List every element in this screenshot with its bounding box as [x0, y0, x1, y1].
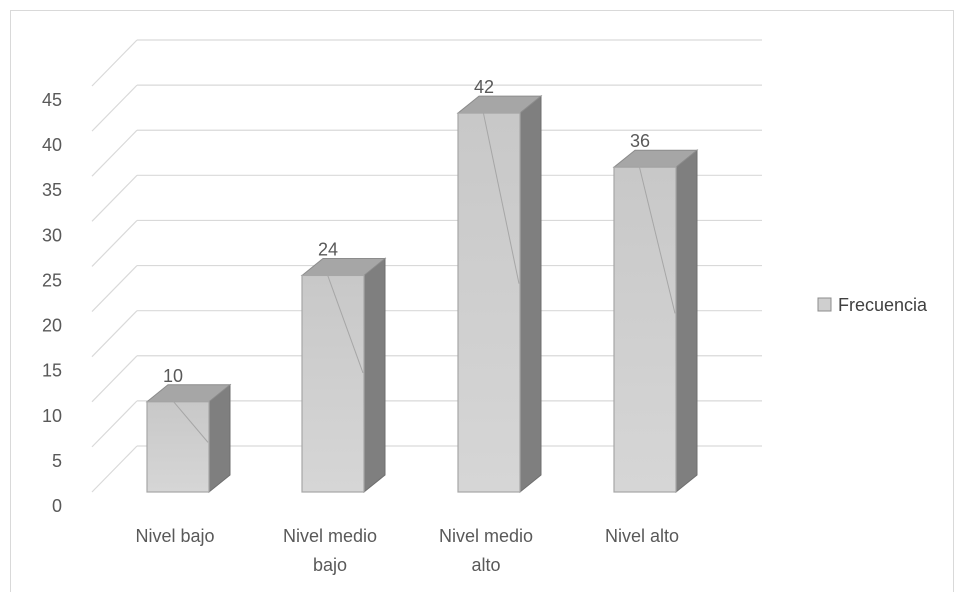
gridline-diagonal — [91, 174, 138, 222]
x-category-label: Nivel medio — [283, 526, 377, 546]
chart-frame — [10, 10, 954, 592]
bar-front — [457, 112, 521, 493]
y-tick-label: 5 — [52, 451, 62, 471]
data-label-leader — [326, 273, 364, 374]
y-tick-label: 35 — [42, 180, 62, 200]
y-axis-ticks: 0 5 10 15 20 25 30 35 40 45 — [42, 90, 62, 516]
gridline-diagonal — [91, 400, 138, 448]
y-tick-label: 10 — [42, 406, 62, 426]
bar: 10 — [145, 366, 232, 494]
gridline-diagonal — [91, 310, 138, 358]
gridline-diagonal — [91, 129, 138, 177]
bar-side — [208, 383, 231, 494]
x-category-label: Nivel medio — [439, 526, 533, 546]
gridline-diagonal — [91, 355, 138, 403]
legend-label: Frecuencia — [838, 295, 928, 315]
data-label: 10 — [163, 366, 183, 386]
x-category-label: alto — [471, 555, 500, 575]
bar-side — [363, 257, 386, 494]
bar-front — [146, 401, 210, 493]
bars: 10 24 42 36 — [145, 77, 699, 494]
bar-side — [519, 95, 542, 494]
gridline-diagonal — [91, 39, 138, 87]
gridline-diagonal — [91, 84, 138, 132]
bar-front — [613, 166, 677, 493]
y-tick-label: 30 — [42, 225, 62, 245]
data-label: 42 — [474, 77, 494, 97]
gridline-diagonal — [91, 220, 138, 267]
y-tick-label: 25 — [42, 270, 62, 290]
bar: 24 — [300, 239, 387, 494]
data-label-leader — [482, 110, 520, 284]
x-category-label: Nivel alto — [605, 526, 679, 546]
data-label: 24 — [318, 239, 338, 259]
x-axis-categories: Nivel bajo Nivel medio bajo Nivel medio alto… — [135, 526, 679, 575]
y-tick-label: 15 — [42, 361, 62, 381]
legend-swatch — [817, 297, 832, 312]
y-tick-label: 45 — [42, 90, 62, 110]
legend: Frecuencia — [817, 295, 928, 315]
y-tick-label: 40 — [42, 135, 62, 155]
data-label-leader — [171, 399, 209, 443]
bar: 36 — [612, 131, 699, 494]
data-label-leader — [638, 165, 676, 314]
y-tick-label: 20 — [42, 316, 62, 336]
x-category-label: Nivel bajo — [135, 526, 214, 546]
x-category-label: bajo — [313, 555, 347, 575]
gridline-diagonal — [91, 265, 138, 312]
bar-front — [301, 274, 365, 493]
data-label: 36 — [630, 131, 650, 151]
bar-side — [675, 149, 698, 494]
y-tick-label: 0 — [52, 496, 62, 516]
bar: 42 — [456, 77, 543, 494]
gridline-diagonal — [91, 445, 138, 493]
